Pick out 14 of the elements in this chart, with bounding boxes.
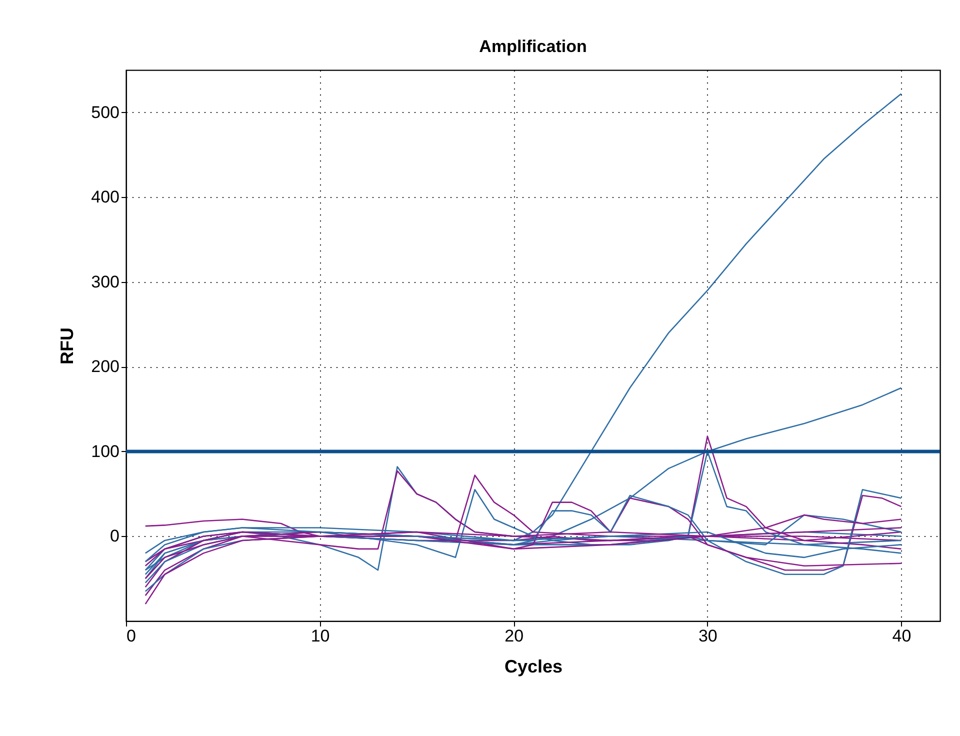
x-tick-label: 40 <box>892 626 912 646</box>
y-axis-title: RFU <box>57 328 78 364</box>
y-tick-label: 300 <box>91 272 120 292</box>
y-tick-label: 200 <box>91 357 120 376</box>
y-tick-label: 500 <box>91 102 120 122</box>
x-tick-label: 10 <box>310 626 330 646</box>
y-tick-label: 100 <box>91 442 120 461</box>
x-axis-title: Cycles <box>504 656 563 676</box>
y-tick-label: 400 <box>91 188 120 207</box>
chart-title: Amplification <box>479 37 587 56</box>
x-tick-label: 0 <box>126 626 136 646</box>
x-tick-label: 30 <box>698 626 718 646</box>
y-tick-label: 0 <box>110 526 120 546</box>
x-tick-label: 20 <box>504 626 524 646</box>
